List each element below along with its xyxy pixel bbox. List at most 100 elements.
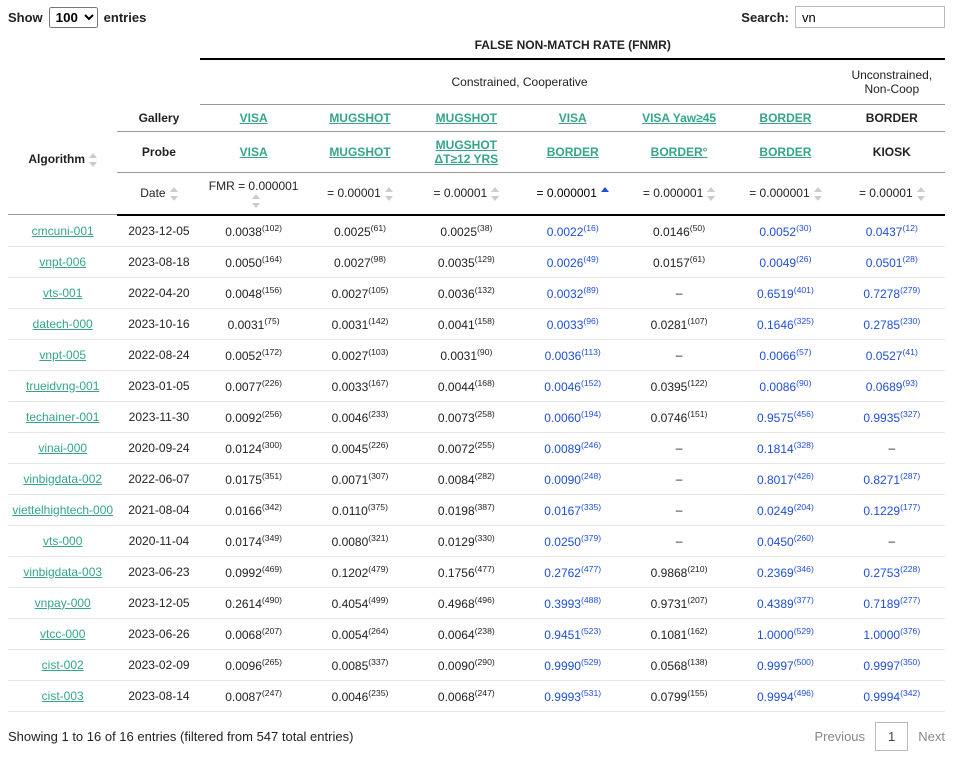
fmr-col-3[interactable]: = 0.000001 — [520, 173, 626, 215]
algo-cell: vnpay-000 — [8, 587, 117, 618]
value-cell: 0.0052(30) — [732, 215, 838, 247]
date-cell: 2022-08-24 — [117, 339, 200, 370]
gallery-col-4[interactable]: VISA Yaw≥45 — [626, 105, 732, 132]
value-cell: 0.0036(113) — [520, 339, 626, 370]
value-cell: 0.7189(277) — [839, 587, 945, 618]
col-algorithm[interactable]: Algorithm — [8, 105, 117, 215]
algo-link[interactable]: trueidvng-001 — [26, 379, 99, 393]
date-cell: 2022-04-20 — [117, 277, 200, 308]
value-cell: 0.9990(529) — [520, 649, 626, 680]
algo-cell: cist-002 — [8, 649, 117, 680]
algo-link[interactable]: cist-002 — [42, 658, 84, 672]
prev-button[interactable]: Previous — [814, 729, 865, 744]
date-cell: 2023-01-05 — [117, 370, 200, 401]
algo-link[interactable]: vinai-000 — [38, 441, 87, 455]
probe-col-4[interactable]: BORDER° — [626, 132, 732, 173]
table-row: vnpt-0062023-08-180.0050(164)0.0027(98)0… — [8, 246, 945, 277]
algo-cell: vnpt-005 — [8, 339, 117, 370]
algo-link[interactable]: cmcuni-001 — [32, 224, 94, 238]
table-info: Showing 1 to 16 of 16 entries (filtered … — [8, 729, 353, 744]
table-row: techainer-0012023-11-300.0092(256)0.0046… — [8, 401, 945, 432]
col-date[interactable]: Date — [117, 173, 200, 215]
value-cell: 0.0175(351) — [200, 463, 306, 494]
algo-link[interactable]: viettelhightech-000 — [12, 503, 113, 517]
value-cell: 0.0027(105) — [307, 277, 413, 308]
probe-col-3[interactable]: BORDER — [520, 132, 626, 173]
probe-col-6[interactable]: KIOSK — [839, 132, 945, 173]
algo-link[interactable]: vinbigdata-002 — [23, 472, 102, 486]
table-title: FALSE NON-MATCH RATE (FNMR) — [200, 34, 945, 59]
pagination: Previous 1 Next — [814, 722, 945, 751]
value-cell: 0.0060(194) — [520, 401, 626, 432]
value-cell: 0.9575(456) — [732, 401, 838, 432]
value-cell: 0.9997(500) — [732, 649, 838, 680]
fmr-col-6[interactable]: = 0.00001 — [839, 173, 945, 215]
algo-link[interactable]: techainer-001 — [26, 410, 99, 424]
value-cell: 0.0038(102) — [200, 215, 306, 247]
probe-col-1[interactable]: MUGSHOT — [307, 132, 413, 173]
gallery-col-2[interactable]: MUGSHOT — [413, 105, 519, 132]
value-cell: 0.0085(337) — [307, 649, 413, 680]
value-cell: 0.3993(488) — [520, 587, 626, 618]
probe-col-5[interactable]: BORDER — [732, 132, 838, 173]
value-cell: – — [626, 525, 732, 556]
group-unconstrained: Unconstrained, Non-Coop — [839, 59, 945, 105]
value-cell: 0.9993(531) — [520, 680, 626, 711]
probe-col-0[interactable]: VISA — [200, 132, 306, 173]
date-cell: 2023-12-05 — [117, 587, 200, 618]
fmr-col-4[interactable]: = 0.000001 — [626, 173, 732, 215]
page-1-button[interactable]: 1 — [875, 722, 908, 751]
value-cell: 0.0129(330) — [413, 525, 519, 556]
value-cell: 0.0046(152) — [520, 370, 626, 401]
gallery-col-6[interactable]: BORDER — [839, 105, 945, 132]
algo-link[interactable]: cist-003 — [42, 689, 84, 703]
algo-link[interactable]: vtcc-000 — [40, 627, 85, 641]
algo-link[interactable]: datech-000 — [33, 317, 93, 331]
fmr-col-5[interactable]: = 0.000001 — [732, 173, 838, 215]
value-cell: 0.1646(325) — [732, 308, 838, 339]
value-cell: 0.2614(490) — [200, 587, 306, 618]
algo-cell: cist-003 — [8, 680, 117, 711]
length-control: Show 100 entries — [8, 7, 146, 28]
probe-col-2[interactable]: MUGSHOT ΔT≥12 YRS — [413, 132, 519, 173]
search-input[interactable] — [795, 6, 945, 28]
gallery-col-3[interactable]: VISA — [520, 105, 626, 132]
value-cell: 0.0033(96) — [520, 308, 626, 339]
algo-cell: vinbigdata-003 — [8, 556, 117, 587]
algo-link[interactable]: vnpay-000 — [35, 596, 91, 610]
algo-link[interactable]: vts-000 — [43, 534, 82, 548]
value-cell: 0.1202(479) — [307, 556, 413, 587]
next-button[interactable]: Next — [918, 729, 945, 744]
value-cell: 0.0064(238) — [413, 618, 519, 649]
value-cell: – — [839, 525, 945, 556]
gallery-col-5[interactable]: BORDER — [732, 105, 838, 132]
value-cell: 0.0041(158) — [413, 308, 519, 339]
algo-link[interactable]: vinbigdata-003 — [23, 565, 102, 579]
value-cell: 0.4054(499) — [307, 587, 413, 618]
value-cell: 0.0025(61) — [307, 215, 413, 247]
algo-link[interactable]: vnpt-005 — [39, 348, 86, 362]
value-cell: 0.0450(260) — [732, 525, 838, 556]
entries-select[interactable]: 100 — [49, 7, 98, 28]
value-cell: 0.0084(282) — [413, 463, 519, 494]
value-cell: 0.0054(264) — [307, 618, 413, 649]
algo-link[interactable]: vnpt-006 — [39, 255, 86, 269]
algo-link[interactable]: vts-001 — [43, 286, 82, 300]
value-cell: 0.0124(300) — [200, 432, 306, 463]
value-cell: 0.0032(89) — [520, 277, 626, 308]
algo-cell: vinbigdata-002 — [8, 463, 117, 494]
fmr-col-1[interactable]: = 0.00001 — [307, 173, 413, 215]
algo-cell: vnpt-006 — [8, 246, 117, 277]
algo-cell: techainer-001 — [8, 401, 117, 432]
gallery-col-1[interactable]: MUGSHOT — [307, 105, 413, 132]
value-cell: 0.1229(177) — [839, 494, 945, 525]
fmr-col-0[interactable]: FMR = 0.000001 — [200, 173, 306, 215]
value-cell: 0.0157(61) — [626, 246, 732, 277]
value-cell: 0.9868(210) — [626, 556, 732, 587]
fmr-col-2[interactable]: = 0.00001 — [413, 173, 519, 215]
date-cell: 2023-06-23 — [117, 556, 200, 587]
gallery-col-0[interactable]: VISA — [200, 105, 306, 132]
value-cell: 0.0087(247) — [200, 680, 306, 711]
value-cell: – — [626, 277, 732, 308]
value-cell: 0.0052(172) — [200, 339, 306, 370]
